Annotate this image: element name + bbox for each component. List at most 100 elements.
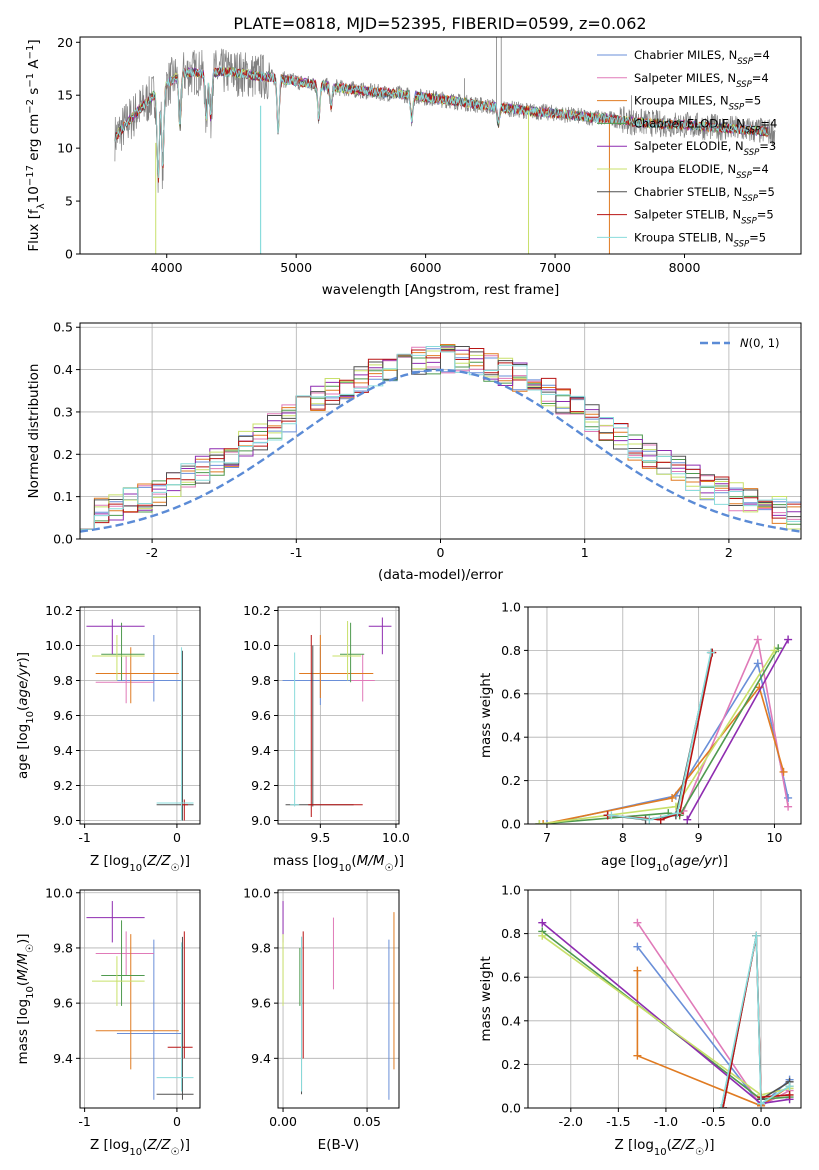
y-tick-label: 0.1 <box>53 489 73 504</box>
x-axis-label: wavelength [Angstrom, rest frame] <box>322 282 560 298</box>
errorbar-ke <box>92 956 145 1006</box>
weight-line-se <box>683 635 793 824</box>
y-tick-label: 0.2 <box>53 447 73 462</box>
y-tick-label: 1.0 <box>501 883 521 898</box>
x-tick-label: -1.5 <box>606 1114 630 1129</box>
weight-marker <box>752 931 761 940</box>
y-tick-label: 5 <box>65 194 73 209</box>
legend-label-ss: Salpeter STELIB, NSSP=5 <box>634 208 774 227</box>
y-tick-label: 0.5 <box>53 320 73 335</box>
errorbar-km <box>299 635 374 698</box>
errorbar-se <box>368 617 392 655</box>
errorbar-ks <box>156 942 194 1092</box>
weight-path <box>611 652 712 821</box>
axes-frame <box>79 889 201 1109</box>
errorbar-ss <box>308 635 363 817</box>
axes-frame <box>527 606 802 825</box>
y-tick-label: 9.6 <box>53 708 73 723</box>
histogram-ks <box>80 346 801 530</box>
model-spectrum-ks <box>114 66 769 179</box>
x-tick-label: 0 <box>437 545 445 560</box>
x-tick-label: 7 <box>543 830 551 845</box>
x-tick-label: 8 <box>619 830 627 845</box>
histogram-cs <box>80 346 801 530</box>
weight-marker <box>784 793 793 802</box>
weight-path <box>607 652 714 821</box>
x-tick-label: -1.0 <box>654 1114 678 1129</box>
weight-marker <box>757 1099 766 1108</box>
y-tick-label: 0.6 <box>501 686 521 701</box>
legend-label-cs: Chabrier STELIB, NSSP=5 <box>634 185 775 204</box>
y-tick-label: 0.4 <box>53 362 73 377</box>
y-axis-label: mass weight <box>478 956 494 1041</box>
errorbar-cs <box>156 650 194 821</box>
y-tick-label: 9.8 <box>251 940 271 955</box>
x-tick-label: 7000 <box>539 260 571 275</box>
weight-marker <box>683 815 692 824</box>
y-tick-label: 1.0 <box>501 600 521 615</box>
x-axis-label: Z [log10(Z/Z☉)] <box>90 1137 190 1158</box>
errorbar-ce <box>101 920 145 1006</box>
x-tick-label: 4000 <box>151 260 183 275</box>
weight-marker <box>539 820 548 824</box>
y-tick-label: 9.8 <box>251 673 271 688</box>
x-tick-label: 8000 <box>669 260 701 275</box>
x-axis-label: E(B-V) <box>318 1137 360 1153</box>
x-tick-label: 9 <box>695 830 703 845</box>
errorbar-ss <box>167 931 193 1059</box>
x-tick-label: 10.0 <box>382 830 410 845</box>
weight-marker <box>719 1104 727 1108</box>
legend-label-km: Kroupa MILES, NSSP=5 <box>634 94 761 113</box>
y-tick-label: 9.8 <box>53 673 73 688</box>
errorbar-cs <box>156 936 194 1100</box>
legend-label-se: Salpeter ELODIE, NSSP=3 <box>634 139 776 158</box>
y-axis-label: Normed distribution <box>26 364 42 499</box>
plot-area-age-vs-mass <box>282 617 392 817</box>
errorbar-ks <box>156 647 194 821</box>
legend: N(0, 1) <box>700 336 780 350</box>
weight-marker <box>753 635 762 644</box>
legend-label-sm: Salpeter MILES, NSSP=4 <box>634 71 769 90</box>
x-axis-label: age [log10(age/yr)] <box>601 853 728 874</box>
y-tick-label: 9.6 <box>53 996 73 1011</box>
axes-frame <box>527 889 802 1109</box>
x-tick-label: -1 <box>290 545 302 560</box>
y-tick-label: 9.8 <box>53 940 73 955</box>
errorbar-ke <box>92 635 145 681</box>
x-tick-label: 2 <box>725 545 733 560</box>
y-tick-label: 9.6 <box>251 708 271 723</box>
weight-path <box>543 685 785 824</box>
y-tick-label: 0.0 <box>501 1101 521 1116</box>
panel-weight-vs-age: 7 8 9 10 0.0 0.2 0.4 0.6 0.8 1.0 age [log10(age/yr… <box>478 600 802 874</box>
errorbar-ks <box>290 652 300 807</box>
x-tick-label: 0 <box>173 1114 181 1129</box>
legend-label-ke: Kroupa ELODIE, NSSP=4 <box>634 162 769 181</box>
y-tick-label: 10.0 <box>243 638 271 653</box>
y-axis-label: mass [log10(M/M☉)] <box>15 933 36 1064</box>
y-tick-label: 9.4 <box>53 743 73 758</box>
y-tick-label: 9.2 <box>251 778 271 793</box>
weight-marker <box>770 646 779 655</box>
weight-path <box>720 935 791 1108</box>
gaussian-curve <box>80 368 801 533</box>
legend-label-gaussian: N(0, 1) <box>740 336 780 350</box>
legend-label-cm: Chabrier MILES, NSSP=4 <box>634 48 770 67</box>
weight-line-cm <box>542 659 793 824</box>
plot-area-mass-vs-ebv <box>282 901 395 1100</box>
weight-line-ks <box>607 648 715 824</box>
errorbar-se <box>86 619 145 655</box>
weight-marker <box>784 802 793 811</box>
x-tick-label: 0 <box>173 830 181 845</box>
x-tick-label: 5000 <box>280 260 312 275</box>
x-axis-label: Z [log10(Z/Z☉)] <box>615 1137 715 1158</box>
x-tick-label: 10 <box>767 830 783 845</box>
weight-marker <box>785 1082 794 1091</box>
weight-marker <box>668 793 677 802</box>
panel-spectrum: 4000 5000 6000 7000 8000 0 5 10 15 20 wavelength [… <box>25 35 802 298</box>
weight-marker <box>706 648 715 657</box>
y-tick-label: 9.4 <box>251 743 271 758</box>
weight-line-ke <box>535 646 779 824</box>
panel-mass-vs-ebv: 0.00 0.05 9.4 9.6 9.8 10.0 E(B-V) <box>243 885 400 1153</box>
x-tick-label: -1 <box>78 830 90 845</box>
